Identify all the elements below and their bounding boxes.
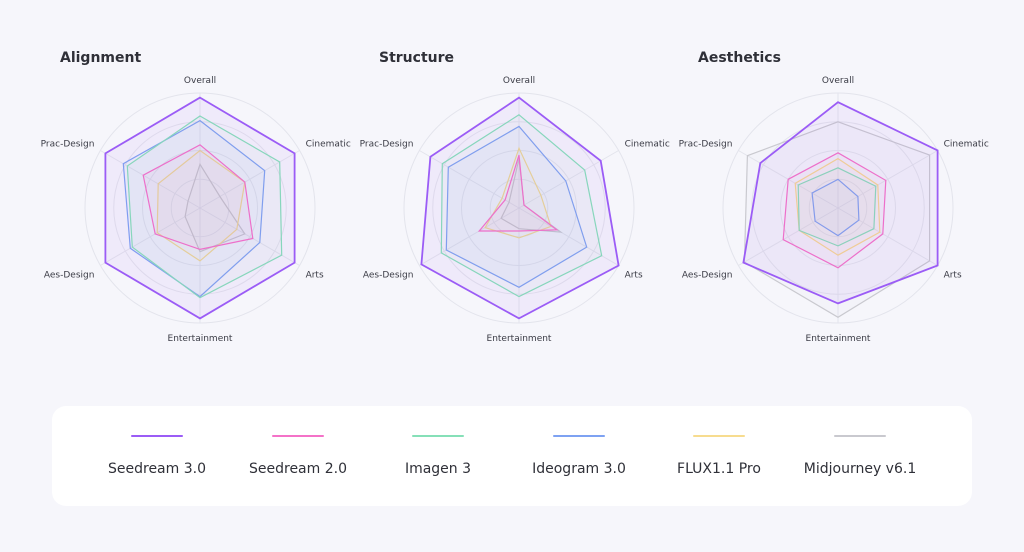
legend-label: Seedream 3.0: [108, 461, 206, 477]
series-polygon: [445, 125, 588, 288]
axis-label: Prac-Design: [360, 140, 414, 150]
legend-swatch: [131, 435, 183, 437]
legend-swatch: [834, 435, 886, 437]
legend: Seedream 3.0 Seedream 2.0 Imagen 3 Ideog…: [52, 406, 972, 506]
series-polygon: [797, 167, 877, 247]
chart-title: Structure: [379, 50, 455, 66]
legend-swatch: [553, 435, 605, 437]
chart-title: Aesthetics: [698, 50, 781, 66]
legend-item: Imagen 3: [363, 406, 513, 506]
axis-spoke: [100, 207, 201, 266]
series-polygon: [184, 162, 246, 253]
axis-label: Prac-Design: [679, 140, 733, 150]
aesthetics-panel: Aesthetics Overall Cinematic Arts Entertain…: [679, 40, 998, 370]
legend-swatch: [272, 435, 324, 437]
legend-label: FLUX1.1 Pro: [677, 461, 761, 477]
axis-label: Entertainment: [806, 334, 871, 344]
series-polygon: [122, 119, 266, 298]
axis-spoke: [199, 207, 300, 266]
alignment-radar: Overall Cinematic Arts Entertainment Aes-Des…: [41, 76, 351, 344]
series-polygon: [440, 114, 603, 298]
structure-panel: Structure Overall Cinematic Arts Entertainm…: [360, 40, 679, 370]
axis-label: Arts: [944, 271, 962, 281]
axis-label: Cinematic: [306, 140, 351, 150]
legend-item: Midjourney v6.1: [785, 406, 935, 506]
axis-label: Arts: [306, 271, 324, 281]
legend-label: Midjourney v6.1: [803, 461, 917, 477]
axis-label: Prac-Design: [41, 140, 95, 150]
series-polygon: [743, 121, 931, 319]
axis-label: Cinematic: [625, 140, 670, 150]
series-polygon: [126, 115, 283, 299]
series-polygon: [420, 96, 620, 320]
alignment-panel: Alignment Overall Cinematic Arts Entertainm…: [41, 40, 360, 370]
legend-item: Seedream 3.0: [82, 406, 232, 506]
axis-spoke: [199, 150, 300, 209]
legend-label: Seedream 2.0: [249, 461, 347, 477]
aesthetics-radar: Overall Cinematic Arts Entertainment Aes-Des…: [679, 76, 989, 344]
axis-label: Arts: [625, 271, 643, 281]
series-polygon: [811, 178, 860, 237]
axis-label: Overall: [184, 76, 216, 86]
legend-item: Seedream 2.0: [223, 406, 373, 506]
series-polygon: [742, 101, 939, 305]
legend-swatch: [412, 435, 464, 437]
legend-label: Ideogram 3.0: [532, 461, 626, 477]
series-polygon: [782, 152, 887, 269]
axis-label: Aes-Design: [682, 271, 733, 281]
axis-label: Entertainment: [487, 334, 552, 344]
axis-label: Aes-Design: [44, 271, 95, 281]
legend-label: Imagen 3: [404, 461, 472, 477]
axis-label: Overall: [503, 76, 535, 86]
series-polygon: [104, 96, 296, 320]
legend-item: Ideogram 3.0: [504, 406, 654, 506]
axis-spoke: [837, 207, 938, 266]
chart-title: Alignment: [60, 50, 142, 66]
legend-item: FLUX1.1 Pro: [644, 406, 794, 506]
axis-spoke: [738, 207, 839, 266]
axis-label: Overall: [822, 76, 854, 86]
axis-spoke: [837, 150, 938, 209]
axis-label: Cinematic: [944, 140, 989, 150]
legend-swatch: [693, 435, 745, 437]
axis-spoke: [100, 150, 201, 209]
axis-spoke: [419, 207, 520, 266]
structure-radar: Overall Cinematic Arts Entertainment Aes-Des…: [360, 76, 670, 344]
series-polygon: [477, 154, 559, 232]
axis-spoke: [518, 150, 619, 209]
axis-label: Entertainment: [168, 334, 233, 344]
series-polygon: [142, 144, 254, 251]
series-polygon: [794, 157, 881, 256]
axis-label: Aes-Design: [363, 271, 414, 281]
series-polygon: [484, 146, 552, 239]
